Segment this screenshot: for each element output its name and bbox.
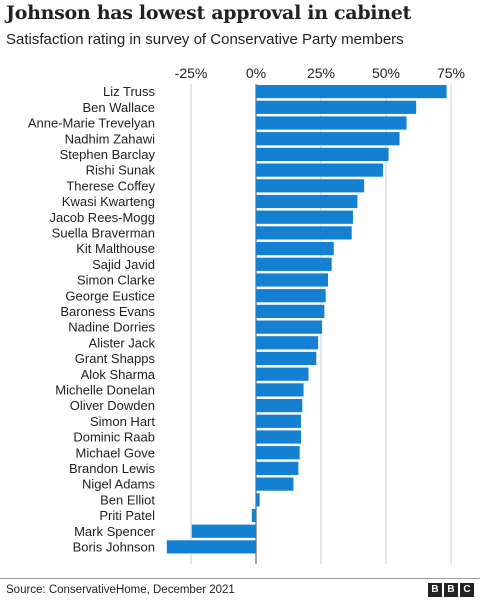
x-tick-label: 75% xyxy=(437,65,465,81)
bar xyxy=(256,399,303,413)
bar xyxy=(256,179,365,193)
bar xyxy=(191,524,256,538)
category-label: Simon Clarke xyxy=(77,273,155,288)
bar xyxy=(256,320,323,334)
category-label: Nadine Dorries xyxy=(68,320,155,335)
category-label: Nadhim Zahawi xyxy=(65,131,155,146)
footer-divider xyxy=(0,578,480,579)
bar xyxy=(256,242,334,256)
category-label: Stephen Barclay xyxy=(60,147,156,162)
category-label: Anne-Marie Trevelyan xyxy=(28,116,155,131)
bar xyxy=(256,304,325,318)
category-label: Therese Coffey xyxy=(66,178,155,193)
bar xyxy=(256,477,294,491)
bar xyxy=(256,226,352,240)
bar xyxy=(166,540,256,554)
category-label: Liz Truss xyxy=(103,84,156,99)
category-label: Michael Gove xyxy=(76,445,155,460)
bar xyxy=(256,351,317,366)
category-label: Kwasi Kwarteng xyxy=(62,194,155,209)
x-tick-label: -25% xyxy=(175,65,208,81)
category-label: Simon Hart xyxy=(90,414,155,429)
category-label: Grant Shapps xyxy=(75,351,156,366)
bar xyxy=(256,194,358,209)
category-label: Priti Patel xyxy=(99,508,155,523)
bar xyxy=(256,85,447,99)
x-tick-label: 0% xyxy=(246,65,266,81)
bar xyxy=(256,289,326,303)
bar xyxy=(256,116,407,130)
bar xyxy=(251,508,256,523)
bar xyxy=(256,163,383,177)
chart-title: Johnson has lowest approval in cabinet xyxy=(6,2,412,24)
bar xyxy=(256,273,329,287)
bar xyxy=(256,414,301,428)
category-label: George Eustice xyxy=(65,288,155,303)
bar xyxy=(256,257,332,271)
bar xyxy=(256,446,300,460)
bbc-logo: B B C xyxy=(428,583,474,597)
bar xyxy=(256,383,304,397)
logo-letter: B xyxy=(428,583,442,597)
category-label: Nigel Adams xyxy=(82,477,155,492)
x-tick-label: 50% xyxy=(372,65,400,81)
logo-letter: B xyxy=(444,583,458,597)
category-label: Suella Braverman xyxy=(52,226,155,241)
bar xyxy=(256,336,319,350)
category-label: Michelle Donelan xyxy=(55,383,155,398)
category-label: Baroness Evans xyxy=(60,304,155,319)
category-label: Brandon Lewis xyxy=(69,461,155,476)
bar xyxy=(256,461,299,475)
bar xyxy=(256,132,400,146)
category-label: Mark Spencer xyxy=(74,524,156,539)
x-tick-label: 25% xyxy=(307,65,335,81)
category-label: Alok Sharma xyxy=(81,367,156,382)
source-note: Source: ConservativeHome, December 2021 xyxy=(6,584,235,596)
bar xyxy=(256,367,309,381)
category-label: Rishi Sunak xyxy=(86,163,156,178)
logo-letter: C xyxy=(460,583,474,597)
bar xyxy=(256,493,260,507)
bar xyxy=(256,210,353,224)
bar xyxy=(256,100,417,114)
category-label: Oliver Dowden xyxy=(70,398,155,413)
bar xyxy=(256,147,389,161)
bar xyxy=(256,430,301,444)
category-label: Ben Wallace xyxy=(83,100,156,115)
chart-subtitle: Satisfaction rating in survey of Conserv… xyxy=(6,31,404,48)
category-label: Boris Johnson xyxy=(73,540,155,555)
category-label: Ben Elliot xyxy=(100,492,155,507)
category-label: Kit Malthouse xyxy=(76,241,155,256)
category-label: Dominic Raab xyxy=(73,430,155,445)
category-label: Alister Jack xyxy=(89,335,156,350)
category-label: Jacob Rees-Mogg xyxy=(50,210,156,225)
category-label: Sajid Javid xyxy=(92,257,155,272)
